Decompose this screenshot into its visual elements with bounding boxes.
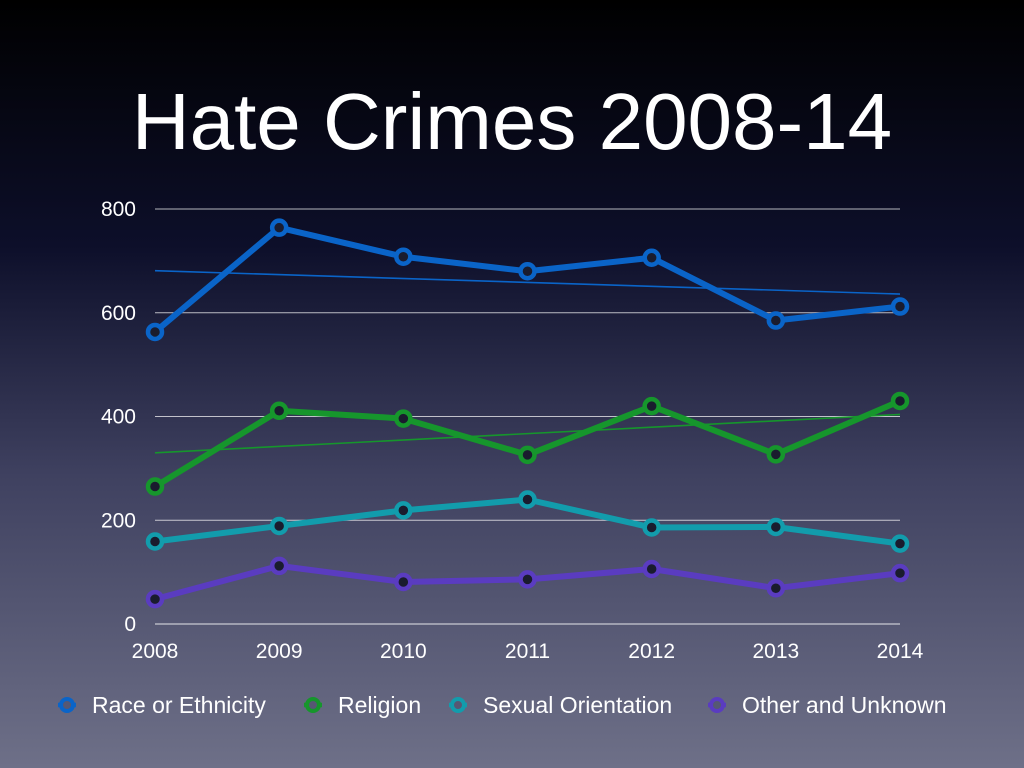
- x-tick-label: 2013: [752, 640, 799, 663]
- x-axis-ticks: 2008 2009 2010 2011 2012 2013 2014: [132, 640, 924, 663]
- data-point: [145, 589, 165, 609]
- data-point: [269, 218, 289, 237]
- legend-label: Other and Unknown: [742, 692, 947, 718]
- x-tick-label: 2010: [380, 640, 427, 663]
- data-point: [394, 501, 413, 520]
- series-lines: [145, 218, 910, 609]
- series-0: [145, 218, 910, 342]
- legend-item-1: Religion: [304, 692, 421, 718]
- legend-label: Race or Ethnicity: [92, 692, 266, 718]
- y-tick-label: 600: [101, 302, 136, 325]
- trendline-0: [154, 269, 901, 295]
- x-tick-label: 2008: [132, 640, 179, 663]
- x-tick-label: 2014: [877, 640, 924, 663]
- data-point: [890, 534, 910, 553]
- data-point: [766, 311, 786, 330]
- data-point: [145, 477, 165, 496]
- series-2: [145, 490, 910, 553]
- data-point: [642, 518, 661, 537]
- y-tick-label: 200: [101, 509, 136, 532]
- legend-marker: [450, 697, 466, 713]
- slide-title: Hate Crimes 2008-14: [131, 77, 893, 166]
- data-point: [766, 578, 786, 598]
- legend-label: Religion: [338, 692, 421, 718]
- data-point: [642, 559, 661, 579]
- data-point: [269, 401, 289, 421]
- data-point: [269, 516, 289, 536]
- legend-marker: [59, 697, 75, 713]
- series-line: [152, 397, 903, 490]
- data-point: [518, 445, 537, 465]
- data-point: [518, 570, 537, 589]
- legend-label: Sexual Orientation: [483, 692, 672, 718]
- trendline-1: [154, 413, 901, 454]
- data-point: [145, 532, 165, 551]
- data-point: [145, 322, 165, 342]
- series-3: [145, 556, 910, 609]
- legend-marker: [709, 697, 725, 713]
- legend: Race or Ethnicity Religion Sexual Orientat…: [58, 692, 947, 718]
- y-tick-label: 800: [101, 198, 136, 221]
- legend-item-0: Race or Ethnicity: [58, 692, 266, 718]
- y-tick-label: 0: [124, 613, 136, 636]
- data-point: [642, 396, 661, 416]
- data-point: [394, 247, 413, 266]
- data-point: [269, 556, 289, 576]
- data-point: [518, 490, 537, 509]
- y-axis-ticks: 0 200 400 600 800: [101, 198, 136, 636]
- legend-item-3: Other and Unknown: [708, 692, 947, 718]
- y-tick-label: 400: [101, 406, 136, 429]
- series-1: [145, 391, 910, 496]
- x-tick-label: 2011: [505, 640, 550, 663]
- data-point: [518, 262, 537, 281]
- data-point: [394, 409, 413, 428]
- legend-item-2: Sexual Orientation: [449, 692, 672, 718]
- data-point: [890, 563, 910, 583]
- data-point: [642, 248, 661, 268]
- data-point: [890, 297, 910, 316]
- data-point: [766, 445, 786, 464]
- data-point: [766, 517, 786, 537]
- legend-marker: [305, 697, 321, 713]
- trendlines: [154, 269, 901, 454]
- x-tick-label: 2009: [256, 640, 303, 663]
- data-point: [394, 572, 413, 592]
- x-tick-label: 2012: [628, 640, 675, 663]
- data-point: [890, 391, 910, 411]
